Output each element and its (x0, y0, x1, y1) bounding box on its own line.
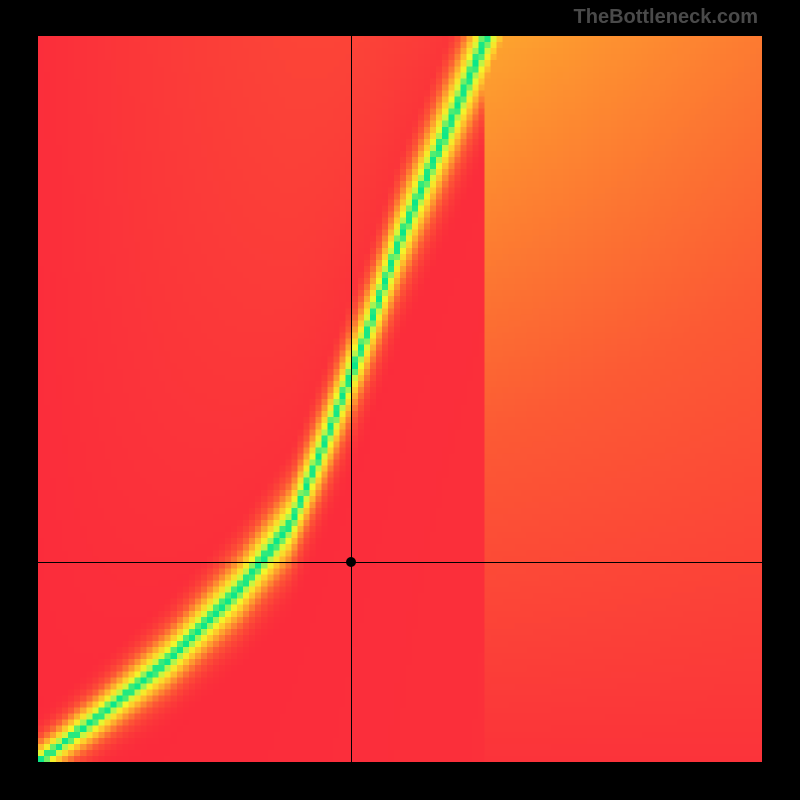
crosshair-marker-dot (346, 557, 356, 567)
crosshair-horizontal-line (38, 562, 762, 563)
crosshair-vertical-line (351, 36, 352, 762)
heatmap-plot-area (38, 36, 762, 762)
watermark-text: TheBottleneck.com (574, 6, 758, 29)
heatmap-canvas (38, 36, 762, 762)
